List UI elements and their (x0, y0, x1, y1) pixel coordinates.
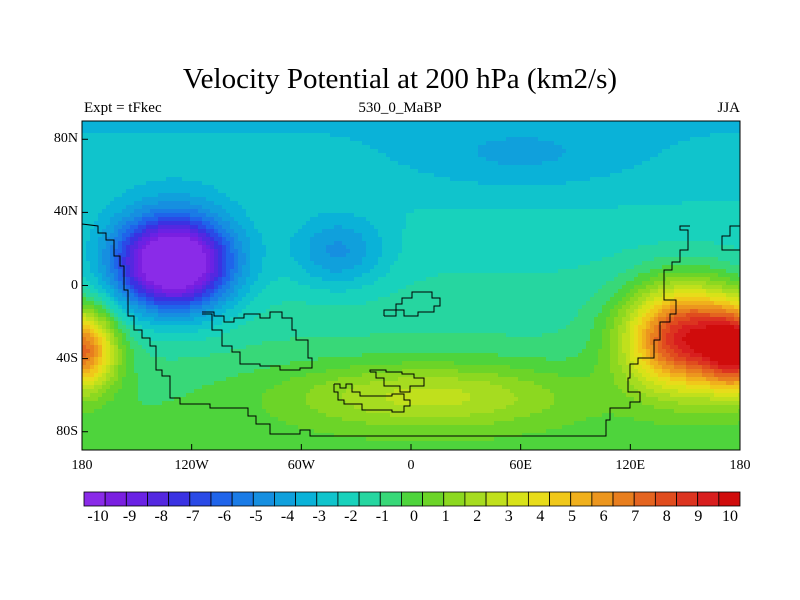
colorbar-label: -2 (344, 508, 358, 525)
colorbar-swatch (612, 491, 635, 507)
colorbar-swatch (104, 491, 127, 507)
x-tick-label: 60W (287, 458, 315, 473)
x-tick-label: 180 (729, 458, 751, 473)
colorbar-label: 4 (536, 508, 545, 525)
colorbar-label: -10 (87, 508, 109, 525)
colorbar-swatch (676, 491, 699, 507)
map-title: Velocity Potential at 200 hPa (km2/s) (182, 63, 618, 95)
colorbar-label: -9 (122, 508, 137, 525)
colorbar-label: -1 (375, 508, 390, 525)
experiment-label: Expt = tFkec (84, 100, 162, 116)
colorbar-swatch (570, 491, 593, 507)
y-tick-label: 40N (53, 204, 78, 220)
colorbar-swatch (506, 491, 529, 507)
colorbar-swatch (464, 491, 487, 507)
colorbar-label: 1 (441, 508, 450, 525)
colorbar-label: 9 (694, 508, 703, 525)
coastline-americas (81, 223, 690, 437)
coastline-right-edge (721, 225, 740, 251)
colorbar-swatch (252, 491, 275, 507)
velocity-potential-field (82, 121, 740, 450)
colorbar-swatch (527, 491, 550, 507)
colorbar-label: 6 (599, 508, 608, 525)
x-tick-label: 120E (615, 458, 646, 473)
x-tick-label: 60E (509, 458, 532, 473)
y-tick-label: 40S (56, 350, 78, 366)
colorbar-label: 8 (662, 508, 671, 525)
colorbar-label: 7 (631, 508, 640, 525)
colorbar-label: -5 (249, 508, 263, 525)
coastline-island-2 (333, 383, 411, 413)
colorbar-label: -7 (186, 508, 200, 525)
colorbar-swatch (358, 491, 381, 507)
colorbar-swatch (422, 491, 445, 507)
colorbar-swatch (168, 491, 191, 507)
colorbar-swatch (231, 491, 254, 507)
y-tick-label: 80S (56, 423, 78, 439)
colorbar-swatch (718, 491, 741, 507)
colorbar-swatch (697, 491, 720, 507)
colorbar-label: -6 (217, 508, 232, 525)
colorbar-swatch (443, 491, 466, 507)
colorbar-swatch (379, 491, 402, 507)
colorbar-swatch (316, 491, 339, 507)
y-tick-label: 80N (53, 131, 78, 147)
colorbar-swatch (401, 491, 423, 507)
y-tick-label: 0 (71, 277, 78, 293)
colorbar-swatch (337, 491, 360, 507)
colorbar-swatch (147, 491, 170, 507)
coastline-island-3 (369, 369, 425, 393)
colorbar-swatch (633, 491, 656, 507)
season-label: JJA (717, 100, 740, 116)
x-tick-label: 120W (174, 458, 209, 473)
colorbar-swatch (485, 491, 508, 507)
colorbar-label: -4 (280, 508, 295, 525)
coastline-outlines (81, 223, 740, 437)
x-tick-label: 0 (407, 458, 415, 473)
colorbar-swatch (654, 491, 677, 507)
axis-ticks (81, 138, 741, 450)
colorbar-label: -3 (312, 508, 326, 525)
colorbar-swatch (189, 491, 212, 507)
colorbar-swatch (125, 491, 148, 507)
colorbar-swatch (295, 491, 318, 507)
colorbar-label: 5 (568, 508, 576, 525)
colorbar-label: 3 (504, 508, 513, 525)
colorbar-swatch (549, 491, 572, 507)
colorbar-swatch (591, 491, 614, 507)
coastline-island-1 (383, 291, 441, 317)
colorbar-swatch (274, 491, 297, 507)
colorbar-label: 10 (722, 508, 738, 525)
colorbar-label: 2 (473, 508, 482, 525)
colorbar-label: -8 (154, 508, 168, 525)
x-tick-label: 180 (71, 458, 93, 473)
colorbar (83, 491, 741, 507)
colorbar-label: 0 (410, 508, 418, 525)
colorbar-swatch (83, 491, 106, 507)
colorbar-swatch (210, 491, 233, 507)
coastline-central (202, 311, 313, 371)
case-label: 530_0_MaBP (358, 100, 442, 116)
